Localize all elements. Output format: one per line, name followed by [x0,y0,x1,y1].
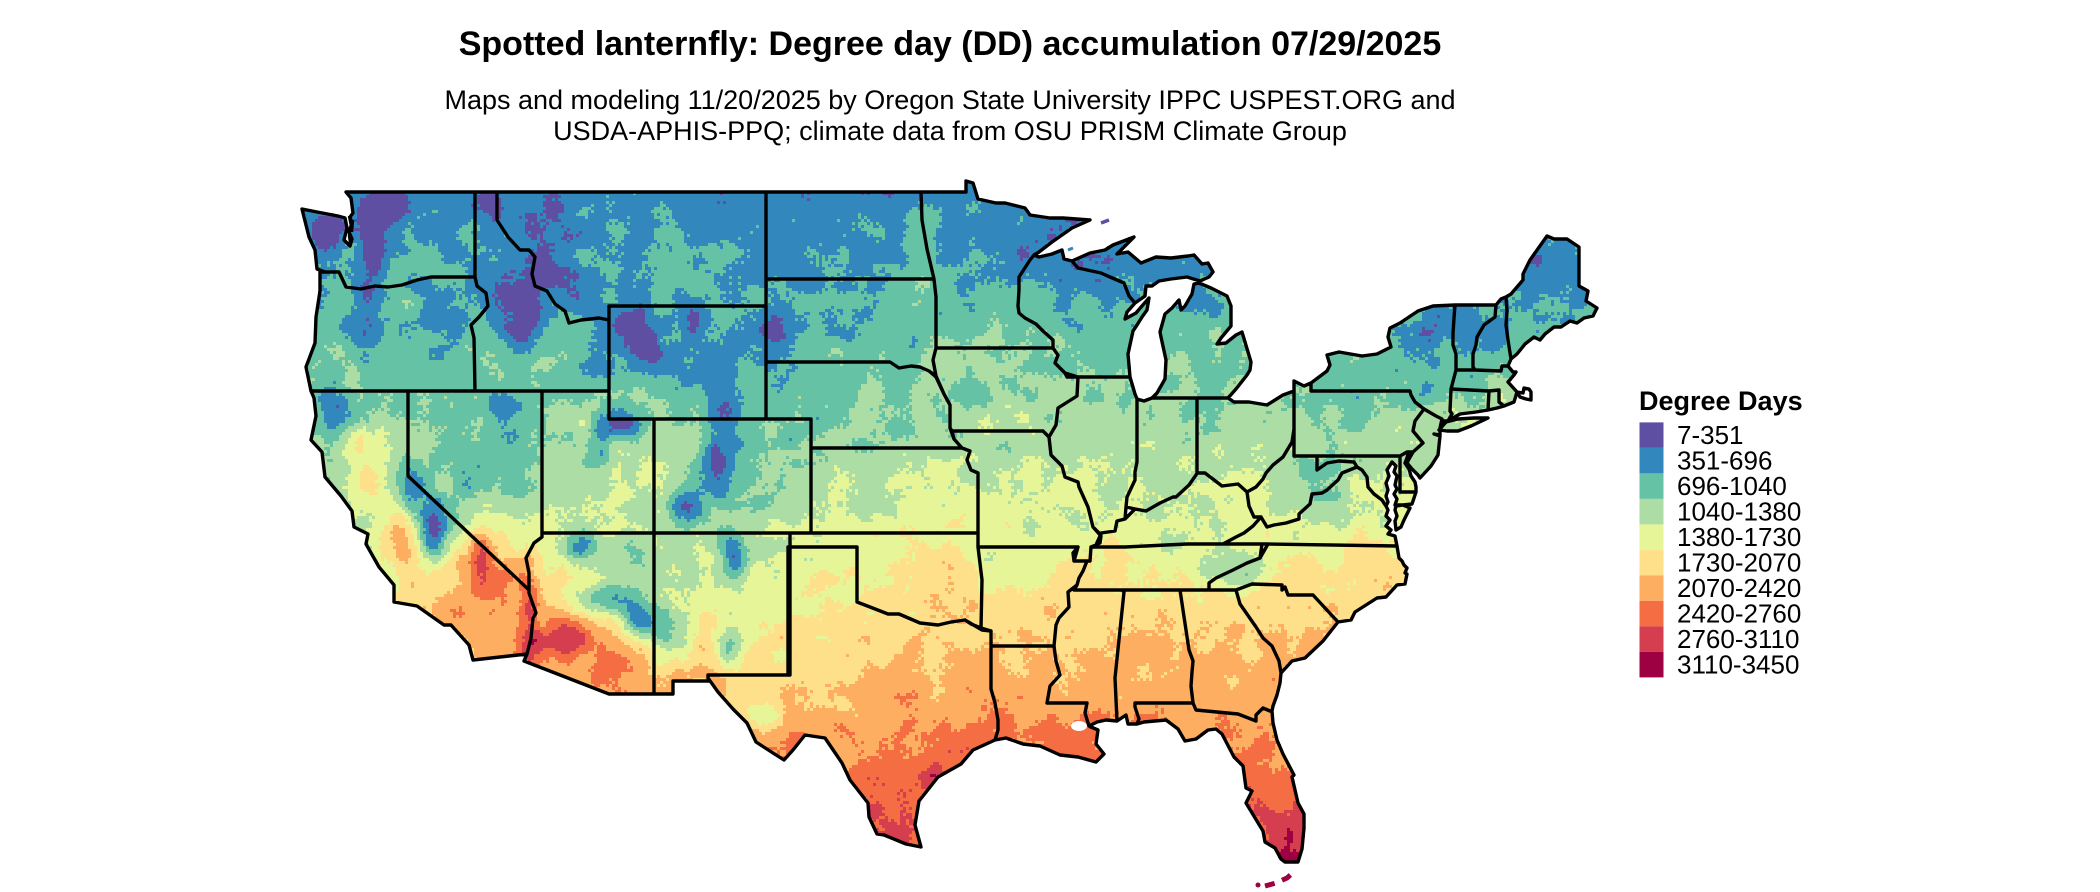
svg-text:351-696: 351-696 [1677,446,1772,476]
svg-text:1040-1380: 1040-1380 [1677,497,1801,527]
svg-text:7-351: 7-351 [1677,420,1744,450]
svg-text:1380-1730: 1380-1730 [1677,522,1801,552]
svg-text:696-1040: 696-1040 [1677,471,1787,501]
svg-text:3110-3450: 3110-3450 [1677,650,1799,680]
svg-text:Degree Days: Degree Days [1639,386,1803,416]
svg-text:1730-2070: 1730-2070 [1677,548,1801,578]
svg-text:2760-3110: 2760-3110 [1677,624,1799,654]
svg-text:2070-2420: 2070-2420 [1677,573,1801,603]
svg-text:2420-2760: 2420-2760 [1677,599,1801,629]
